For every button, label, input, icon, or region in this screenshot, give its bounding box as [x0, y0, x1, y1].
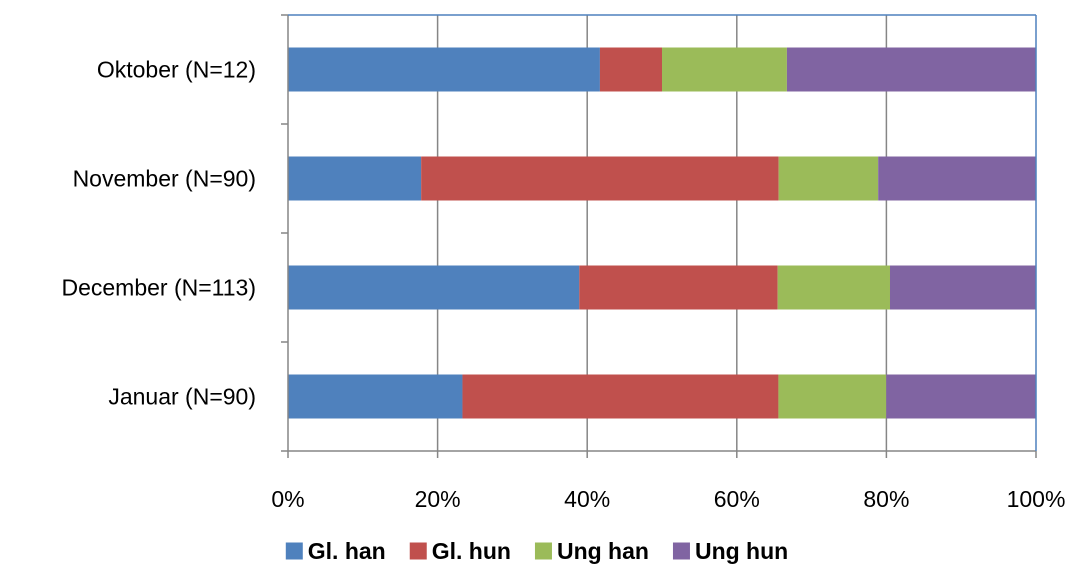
bar-segment [288, 374, 463, 419]
legend-swatch [672, 542, 690, 560]
x-tick-label: 40% [564, 486, 610, 512]
bar-segment [778, 156, 879, 201]
bar-segment [777, 265, 890, 310]
labels: 0% 20% 40% 60% 80% 100% Januar (N=90) December … [61, 57, 1065, 513]
bar-segment [786, 47, 1036, 92]
bar-segment [886, 374, 1036, 419]
x-tick-label: 100% [1007, 486, 1066, 512]
category-label: Oktober (N=12) [97, 57, 256, 83]
legend-swatch [285, 542, 303, 560]
bar-segment [579, 265, 778, 310]
legend-swatch [534, 542, 552, 560]
bar-segment [288, 265, 580, 310]
legend: Gl. han Gl. hun Ung han Ung hun [285, 538, 788, 564]
bar-segment [462, 374, 779, 419]
category-label: November (N=90) [73, 166, 256, 192]
axes [281, 14, 1037, 458]
bars [288, 47, 1036, 419]
bar-segment [288, 156, 422, 201]
x-tick-label: 0% [271, 486, 304, 512]
legend-label: Gl. han [308, 538, 386, 564]
bar-segment [662, 47, 787, 92]
x-tick-label: 80% [863, 486, 909, 512]
bar-segment [889, 265, 1036, 310]
bar-segment [778, 374, 887, 419]
legend-label: Ung han [557, 538, 649, 564]
legend-label: Gl. hun [432, 538, 511, 564]
legend-swatch [409, 542, 427, 560]
x-tick-label: 20% [415, 486, 461, 512]
legend-label: Ung hun [695, 538, 788, 564]
bar-segment [288, 47, 600, 92]
bar-segment [599, 47, 662, 92]
bar-segment [421, 156, 779, 201]
category-label: December (N=113) [61, 275, 256, 301]
category-label: Januar (N=90) [108, 384, 256, 410]
bar-segment [878, 156, 1036, 201]
x-tick-label: 60% [714, 486, 760, 512]
